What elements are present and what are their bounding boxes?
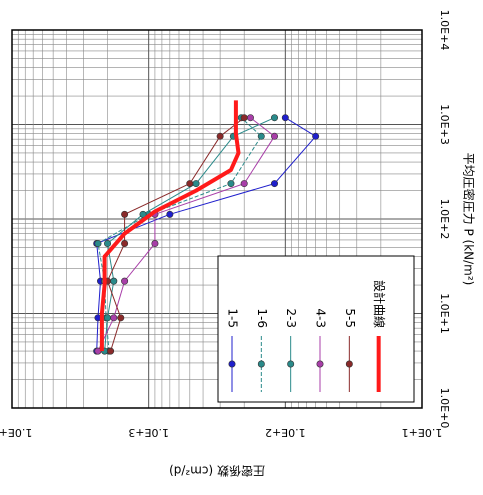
series-line-4 — [107, 117, 245, 352]
legend-label: 2-3 — [284, 308, 298, 328]
coefficient-tick-label: 1.0E+3 — [128, 426, 169, 439]
pressure-tick-label: 1.0E+3 — [438, 104, 451, 145]
series-line-2 — [104, 117, 275, 352]
data-point — [110, 314, 118, 322]
data-point — [240, 180, 248, 188]
pressure-tick-label: 1.0E+2 — [438, 199, 451, 240]
pressure-axis-label: 平均圧密圧力 P (kN/m²) — [462, 153, 477, 286]
data-point — [104, 240, 112, 248]
data-point — [121, 277, 129, 285]
tick-labels: 1.0E+01.0E+11.0E+21.0E+31.0E+41.0E+11.0E… — [0, 10, 451, 439]
legend-label: 設計曲線 — [372, 280, 387, 328]
pressure-tick-label: 1.0E+1 — [438, 293, 451, 334]
pressure-tick-label: 1.0E+0 — [438, 388, 451, 429]
series-line-1 — [97, 117, 262, 352]
series-group — [93, 100, 320, 355]
legend: 1-5 1-6 2-3 4-3 5-5 設計曲線 — [217, 255, 415, 403]
coefficient-tick-label: 1.0E+2 — [265, 426, 306, 439]
data-point — [246, 114, 254, 122]
series-line-5 — [99, 100, 241, 352]
axis-labels: 平均圧密圧力 P (kN/m²) 圧密係数 (cm²/d) — [169, 153, 476, 479]
data-point — [281, 114, 289, 122]
coefficient-axis-label: 圧密係数 (cm²/d) — [169, 464, 265, 479]
data-point — [121, 240, 129, 248]
data-point — [257, 132, 265, 140]
data-point — [271, 180, 279, 188]
legend-swatch-marker — [345, 360, 353, 368]
series-line-3 — [97, 117, 275, 352]
legend-swatch-marker — [316, 360, 324, 368]
pressure-tick-label: 1.0E+4 — [438, 10, 451, 51]
legend-label: 4-3 — [314, 308, 328, 328]
legend-box — [217, 255, 415, 403]
data-point — [192, 180, 200, 188]
data-point — [94, 347, 102, 355]
legend-label: 1-6 — [255, 308, 269, 328]
data-point — [139, 210, 147, 218]
legend-swatch-marker — [287, 360, 295, 368]
data-point — [166, 210, 174, 218]
data-point — [216, 132, 224, 140]
data-point — [104, 314, 112, 322]
data-point — [117, 314, 125, 322]
data-point — [271, 114, 279, 122]
data-point — [94, 240, 102, 248]
coefficient-tick-label: 1.0E+4 — [0, 426, 32, 439]
plot-frame — [11, 29, 423, 409]
data-point — [227, 180, 235, 188]
legend-label: 5-5 — [343, 308, 357, 328]
data-point — [151, 240, 159, 248]
data-point — [110, 277, 118, 285]
data-point — [186, 180, 194, 188]
legend-label: 1-5 — [226, 308, 240, 328]
data-point — [240, 114, 248, 122]
data-point — [107, 347, 115, 355]
data-point — [312, 132, 320, 140]
data-point — [121, 210, 129, 218]
data-point — [271, 132, 279, 140]
coefficient-tick-label: 1.0E+1 — [402, 426, 443, 439]
legend-swatch-marker — [228, 360, 236, 368]
legend-swatch-marker — [257, 360, 265, 368]
